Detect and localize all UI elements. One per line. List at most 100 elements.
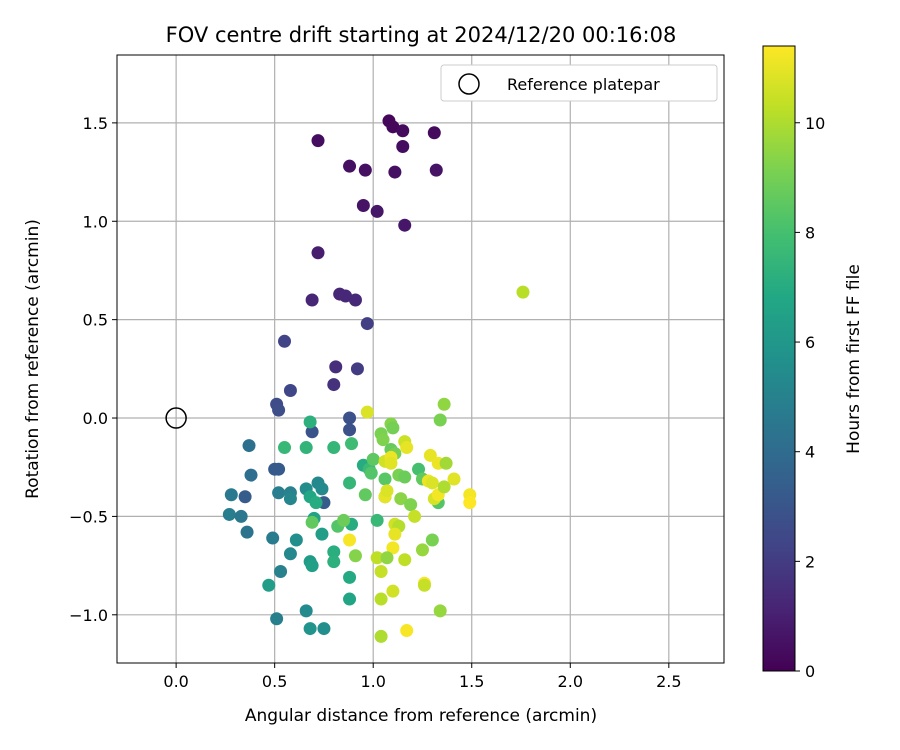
scatter-point: [437, 480, 451, 494]
scatter-point: [433, 413, 447, 427]
scatter-point: [398, 553, 412, 567]
scatter-point: [433, 604, 447, 618]
scatter-point: [305, 425, 319, 439]
x-tick-label: 2.5: [656, 672, 681, 691]
scatter-point: [299, 604, 313, 618]
scatter-point: [425, 476, 439, 490]
scatter-point: [278, 334, 292, 348]
colorbar-ticks: 0 2 4 6 8 10: [795, 114, 825, 681]
legend-box: [440, 64, 718, 102]
scatter-point: [339, 289, 353, 303]
scatter-point: [270, 612, 284, 626]
scatter-point: [378, 472, 392, 486]
colorbar-gradient: [762, 45, 796, 672]
scatter-point: [283, 383, 297, 397]
colorbar-tick-label: 8: [805, 223, 815, 242]
scatter-point: [303, 622, 317, 636]
scatter-point: [240, 525, 254, 539]
scatter-point: [343, 423, 357, 437]
scatter-point: [463, 496, 477, 510]
scatter-point: [311, 134, 325, 148]
scatter-point: [404, 498, 418, 512]
colorbar-tick-label: 2: [805, 552, 815, 571]
scatter-point: [412, 462, 426, 476]
scatter-point: [266, 531, 280, 545]
scatter-point: [337, 513, 351, 527]
scatter-point: [423, 448, 437, 462]
scatter-point: [315, 482, 329, 496]
scatter-point: [283, 547, 297, 561]
scatter-point: [360, 317, 374, 331]
plot-frame: [116, 54, 725, 664]
scatter-point: [370, 204, 384, 218]
scatter-point: [343, 592, 357, 606]
scatter-point: [343, 533, 357, 547]
scatter-point: [305, 515, 319, 529]
scatter-point: [327, 378, 341, 392]
scatter-point: [311, 246, 325, 260]
scatter-points: [222, 114, 530, 643]
scatter-point: [400, 441, 414, 455]
scatter-point: [303, 415, 317, 429]
scatter-point: [234, 509, 248, 523]
scatter-point: [376, 433, 390, 447]
scatter-point: [370, 551, 384, 565]
scatter-point: [315, 527, 329, 541]
scatter-point: [262, 578, 276, 592]
scatter-point: [398, 218, 412, 232]
scatter-point: [327, 545, 341, 559]
scatter-point: [439, 456, 453, 470]
scatter-point: [386, 120, 400, 134]
y-tick-label: −0.5: [69, 507, 108, 526]
scatter-point: [244, 468, 258, 482]
scatter-point: [358, 488, 372, 502]
scatter-point: [329, 360, 343, 374]
x-tick-label: 0.5: [262, 672, 287, 691]
x-axis-label: Angular distance from reference (arcmin): [245, 706, 597, 726]
scatter-point: [348, 549, 362, 563]
grid: [117, 55, 724, 663]
scatter-point: [374, 629, 388, 643]
scatter-point: [447, 472, 461, 486]
scatter-point: [400, 624, 414, 638]
x-tick-label: 1.5: [459, 672, 484, 691]
scatter-point: [398, 470, 412, 484]
scatter-point: [343, 411, 357, 425]
scatter-point: [429, 163, 443, 177]
scatter-point: [360, 405, 374, 419]
y-tick-label: 1.5: [83, 114, 108, 133]
scatter-point: [274, 565, 288, 579]
scatter-point: [343, 570, 357, 584]
colorbar-tick-label: 0: [805, 662, 815, 681]
scatter-point: [425, 533, 439, 547]
scatter-point: [242, 439, 256, 453]
scatter-point: [299, 441, 313, 455]
colorbar: 0 2 4 6 8 10 Hours from first FF file: [762, 45, 864, 681]
scatter-point: [283, 492, 297, 506]
scatter-point: [408, 509, 422, 523]
plot-area: [117, 55, 724, 663]
scatter-point: [374, 592, 388, 606]
scatter-point: [343, 476, 357, 490]
scatter-point: [417, 578, 431, 592]
scatter-point: [345, 437, 359, 451]
scatter-point: [380, 484, 394, 498]
x-tick-label: 2.0: [558, 672, 583, 691]
scatter-point: [396, 139, 410, 153]
y-axis-ticks: −1.0 −0.5 0.0 0.5 1.0 1.5: [69, 114, 117, 625]
scatter-point: [415, 543, 429, 557]
legend-label: Reference platepar: [507, 75, 660, 94]
legend-marker-icon: [458, 73, 480, 95]
scatter-point: [289, 533, 303, 547]
scatter-point: [384, 456, 398, 470]
scatter-point: [348, 293, 362, 307]
scatter-point: [356, 199, 370, 213]
colorbar-label: Hours from first FF file: [844, 264, 864, 454]
legend: Reference platepar: [440, 64, 718, 102]
scatter-point: [238, 490, 252, 504]
y-tick-label: 1.0: [83, 212, 108, 231]
x-axis-ticks: 0.0 0.5 1.0 1.5 2.0 2.5: [163, 663, 682, 691]
scatter-point: [222, 507, 236, 521]
scatter-point: [278, 441, 292, 455]
